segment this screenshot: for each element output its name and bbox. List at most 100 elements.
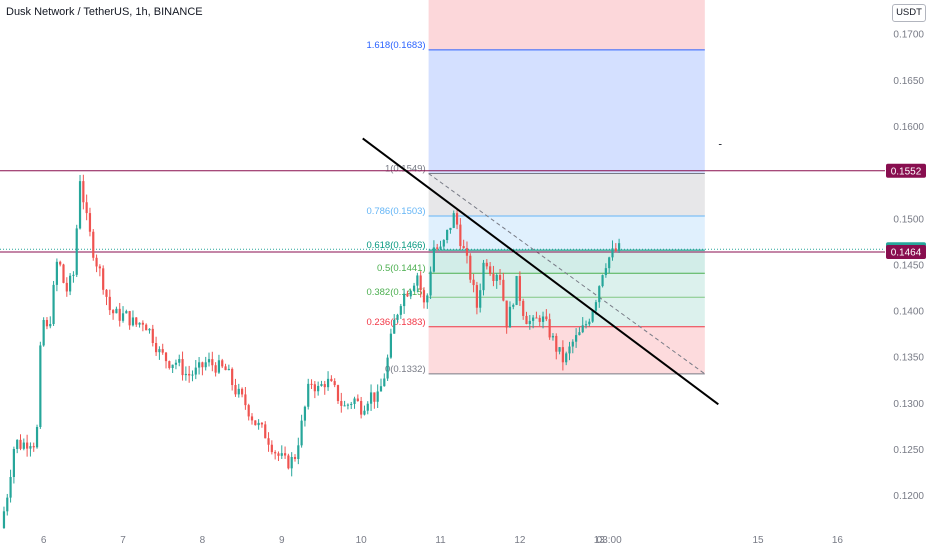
candle-body bbox=[403, 293, 406, 307]
candle-body bbox=[317, 385, 320, 392]
candle-body bbox=[138, 322, 141, 325]
candle-body bbox=[383, 378, 386, 387]
candle-body bbox=[52, 284, 55, 325]
candle-body bbox=[102, 268, 105, 290]
candle-body bbox=[267, 438, 270, 445]
candle-body bbox=[105, 289, 108, 297]
price-axis[interactable]: 0.17000.16500.16000.15500.15000.14500.14… bbox=[893, 30, 924, 503]
candle-body bbox=[469, 255, 472, 280]
candle-body bbox=[409, 290, 412, 297]
candle-body bbox=[237, 388, 240, 395]
candle-body bbox=[399, 306, 402, 315]
candle-body bbox=[115, 308, 118, 314]
candle-body bbox=[211, 359, 214, 366]
candle-body bbox=[264, 424, 267, 439]
candle-body bbox=[85, 202, 88, 214]
candle-body bbox=[118, 308, 121, 321]
candle-body bbox=[512, 304, 515, 307]
candle-body bbox=[121, 313, 125, 321]
candle-body bbox=[455, 213, 459, 225]
candle-body bbox=[479, 290, 482, 308]
candle-body bbox=[492, 274, 495, 282]
candle-body bbox=[489, 266, 492, 275]
candle-body bbox=[561, 347, 564, 363]
candle-body bbox=[95, 257, 98, 267]
candle-body bbox=[346, 404, 350, 406]
candle-body bbox=[135, 317, 138, 325]
candle-body bbox=[145, 324, 148, 331]
candle-body bbox=[39, 345, 42, 428]
fib-zone bbox=[428, 0, 705, 50]
candle-body bbox=[446, 229, 449, 241]
candle-body bbox=[340, 401, 343, 406]
candle-body bbox=[426, 295, 429, 303]
candle-body bbox=[257, 422, 260, 426]
candle-body bbox=[386, 357, 389, 379]
candle-body bbox=[379, 386, 383, 392]
candle-body bbox=[42, 319, 45, 346]
candle-body bbox=[588, 321, 591, 325]
candle-body bbox=[174, 362, 178, 365]
candle-body bbox=[283, 453, 287, 456]
candle-body bbox=[608, 257, 611, 269]
candle-body bbox=[207, 359, 211, 363]
price-axis-tick: 0.1500 bbox=[893, 214, 924, 225]
candle-body bbox=[303, 406, 307, 421]
candle-body bbox=[436, 247, 439, 249]
candle-body bbox=[65, 282, 68, 292]
candle-body bbox=[194, 367, 197, 375]
candle-body bbox=[168, 361, 171, 369]
candle-body bbox=[72, 274, 75, 276]
candle-body bbox=[350, 403, 353, 405]
candle-body bbox=[508, 306, 512, 328]
candle-body bbox=[108, 296, 111, 311]
candle-body bbox=[591, 310, 594, 322]
candle-body bbox=[221, 360, 224, 367]
candle-body bbox=[393, 319, 396, 334]
time-axis-tick: 9 bbox=[279, 535, 285, 546]
time-axis-tick: 11 bbox=[435, 535, 446, 546]
candle-body bbox=[92, 231, 95, 258]
fib-level-label: 0(0.1332) bbox=[385, 364, 426, 375]
candle-body bbox=[131, 317, 135, 326]
time-axis-tick: 12 bbox=[514, 535, 526, 546]
candle-body bbox=[551, 335, 555, 338]
candle-body bbox=[452, 213, 455, 228]
time-axis-tick: 16 bbox=[832, 535, 844, 546]
candle-body bbox=[432, 247, 436, 272]
time-axis-tick: 03:00 bbox=[597, 535, 622, 546]
trendline-layer[interactable] bbox=[362, 137, 719, 406]
price-tag-label: 0.1464 bbox=[891, 248, 922, 259]
candle-body bbox=[254, 420, 257, 426]
candle-body bbox=[98, 266, 101, 269]
candle-body bbox=[59, 261, 62, 265]
candle-body bbox=[320, 384, 323, 386]
candle-body bbox=[604, 268, 607, 276]
fibonacci-retracement[interactable]: 0(0.1332) 0.236(0.1383) 0.382(0.1415) 0.5(0… bbox=[366, 0, 706, 375]
time-axis-tick: 6 bbox=[41, 535, 47, 546]
candle-body bbox=[528, 320, 531, 325]
time-axis-tick: 13 bbox=[594, 535, 606, 546]
candle-body bbox=[290, 457, 293, 469]
candle-body bbox=[535, 317, 538, 319]
candle-body bbox=[88, 213, 92, 232]
price-axis-tick: 0.1200 bbox=[893, 491, 924, 502]
fib-zone bbox=[428, 216, 705, 251]
candle-body bbox=[571, 341, 574, 347]
price-axis-tick: 0.1650 bbox=[893, 76, 924, 87]
candle-body bbox=[429, 271, 432, 296]
candle-body bbox=[201, 362, 204, 368]
candle-body bbox=[333, 381, 336, 386]
candle-body bbox=[353, 398, 356, 404]
candle-body bbox=[244, 394, 247, 406]
candle-body bbox=[465, 248, 469, 256]
currency-button[interactable]: USDT bbox=[892, 4, 926, 22]
candle-body bbox=[22, 442, 25, 449]
candle-body bbox=[214, 365, 217, 373]
price-axis-tick: 0.1450 bbox=[893, 260, 924, 271]
fib-level-label: 0.236(0.1383) bbox=[366, 317, 425, 328]
candle-body bbox=[459, 224, 462, 247]
fib-zone bbox=[428, 273, 705, 298]
